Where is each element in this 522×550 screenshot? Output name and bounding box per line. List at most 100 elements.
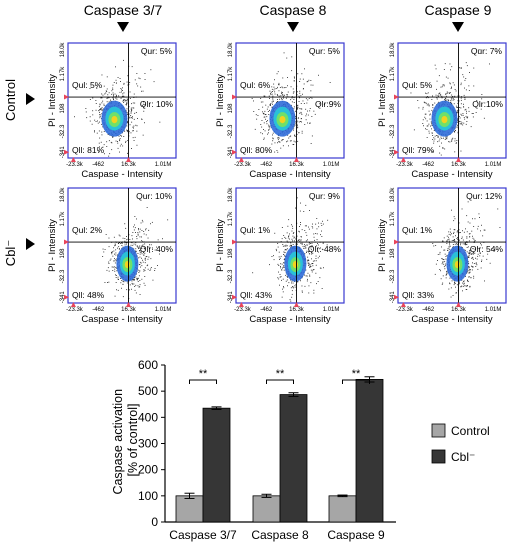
- scatter-point: [152, 248, 153, 250]
- scatter-point: [304, 230, 306, 231]
- scatter-point: [423, 125, 424, 127]
- scatter-point: [303, 248, 305, 249]
- scatter-point: [267, 133, 268, 135]
- scatter-point: [278, 251, 280, 253]
- scatter-point: [461, 285, 463, 287]
- scatter-point: [469, 285, 471, 287]
- scatter-point: [292, 282, 294, 284]
- scatter-point: [469, 222, 471, 224]
- scatter-point: [101, 134, 103, 136]
- y-tick-label: 18.0k: [60, 187, 66, 203]
- scatter-point: [137, 234, 139, 236]
- scatter-point: [448, 233, 450, 235]
- scatter-point: [318, 74, 319, 76]
- scatter-point: [299, 92, 301, 94]
- quadrant-label: Qlr: 40%: [140, 244, 174, 254]
- scatter-point: [125, 104, 127, 105]
- scatter-point: [464, 87, 465, 89]
- flow-panel: Qur: 10%Qul: 2%Qlr: 40%Qll: 48%-341-32.3…: [47, 187, 177, 325]
- scatter-point: [141, 236, 142, 238]
- scatter-point: [465, 228, 466, 230]
- scatter-point: [468, 253, 470, 254]
- scatter-point: [116, 82, 117, 84]
- scatter-point: [313, 110, 315, 112]
- scatter-point: [460, 286, 462, 288]
- scatter-point: [297, 281, 299, 283]
- scatter-point: [144, 258, 146, 260]
- scatter-point: [130, 111, 132, 113]
- scatter-point: [309, 274, 311, 276]
- quadrant-label: Qll: 43%: [240, 290, 273, 300]
- scatter-point: [307, 110, 308, 112]
- scatter-point: [287, 94, 288, 96]
- scatter-point: [146, 265, 148, 267]
- y-tick-label: 18.0k: [390, 42, 396, 58]
- scatter-point: [438, 101, 440, 103]
- scatter-point: [310, 249, 312, 251]
- scatter-point: [297, 106, 299, 108]
- scatter-point: [312, 227, 314, 229]
- y-tick-label: -32.3: [60, 269, 66, 283]
- scatter-point: [458, 95, 460, 97]
- scatter-point: [139, 236, 141, 238]
- significance-label: **: [276, 368, 285, 380]
- scatter-point: [269, 127, 271, 129]
- scatter-point: [305, 115, 307, 117]
- scatter-point: [301, 291, 303, 293]
- scatter-point: [110, 99, 111, 101]
- scatter-point: [131, 117, 133, 119]
- scatter-point: [122, 237, 124, 239]
- scatter-point: [97, 120, 98, 122]
- scatter-point: [126, 100, 128, 102]
- scatter-point: [132, 130, 134, 132]
- scatter-point: [295, 110, 296, 112]
- scatter-point: [115, 267, 117, 268]
- scatter-point: [432, 95, 433, 97]
- axis-marker: [232, 239, 237, 245]
- scatter-point: [300, 222, 301, 223]
- scatter-point: [106, 146, 108, 147]
- scatter-point: [435, 245, 437, 246]
- scatter-point: [127, 122, 129, 124]
- scatter-point: [99, 117, 101, 119]
- scatter-point: [473, 277, 475, 279]
- scatter-point: [291, 101, 293, 103]
- scatter-point: [118, 234, 120, 236]
- scatter-point: [98, 130, 100, 132]
- scatter-point: [305, 204, 307, 206]
- scatter-point: [440, 270, 441, 272]
- scatter-point: [280, 95, 282, 97]
- scatter-point: [442, 240, 444, 242]
- scatter-point: [102, 146, 104, 148]
- scatter-point: [119, 91, 121, 93]
- scatter-point: [474, 240, 476, 242]
- scatter-point: [445, 98, 447, 100]
- scatter-point: [144, 243, 146, 245]
- scatter-point: [138, 286, 140, 288]
- scatter-point: [282, 77, 284, 79]
- scatter-point: [129, 124, 131, 126]
- scatter-point: [120, 243, 122, 244]
- scatter-point: [459, 120, 460, 122]
- scatter-point: [462, 243, 464, 245]
- scatter-point: [128, 113, 130, 115]
- scatter-point: [126, 102, 128, 104]
- scatter-point: [142, 259, 143, 261]
- scatter-point: [466, 231, 468, 233]
- scatter-point: [296, 94, 298, 96]
- scatter-point: [135, 242, 137, 244]
- scatter-point: [305, 275, 307, 277]
- scatter-point: [272, 97, 274, 99]
- scatter-point: [460, 107, 462, 109]
- scatter-point: [293, 127, 295, 129]
- scatter-point: [310, 143, 312, 144]
- scatter-point: [119, 140, 121, 142]
- scatter-point: [439, 92, 440, 94]
- scatter-point: [482, 255, 484, 257]
- scatter-point: [461, 122, 463, 124]
- scatter-point: [436, 80, 438, 82]
- scatter-point: [274, 93, 276, 95]
- scatter-point: [434, 64, 436, 66]
- axis-marker: [400, 157, 406, 162]
- scatter-point: [301, 229, 303, 231]
